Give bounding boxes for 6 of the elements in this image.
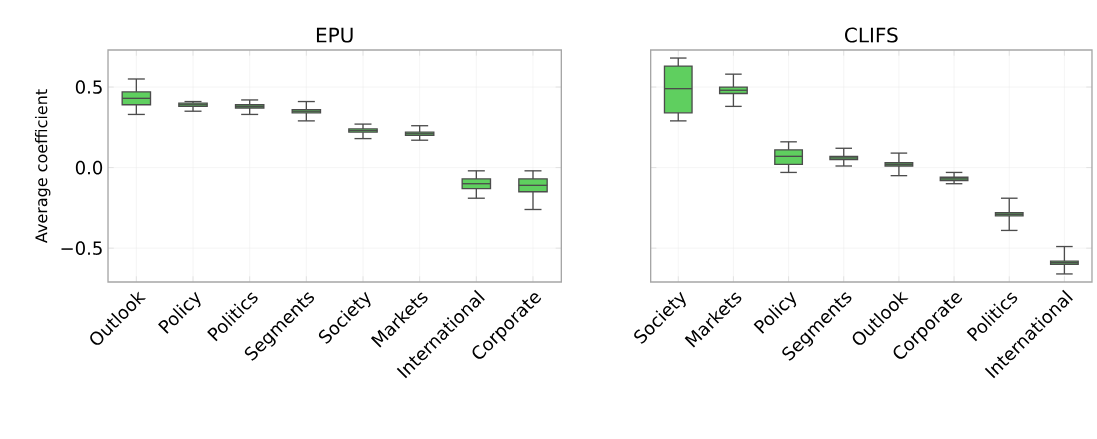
y-tick-label: −0.5	[61, 241, 102, 255]
y-axis-title: Average coefficient	[34, 89, 51, 243]
chart-title: EPU	[316, 27, 353, 43]
chart-title: CLIFS	[845, 27, 898, 43]
y-tick-label: 0.0	[75, 160, 103, 175]
y-tick-label: 0.5	[75, 80, 102, 94]
